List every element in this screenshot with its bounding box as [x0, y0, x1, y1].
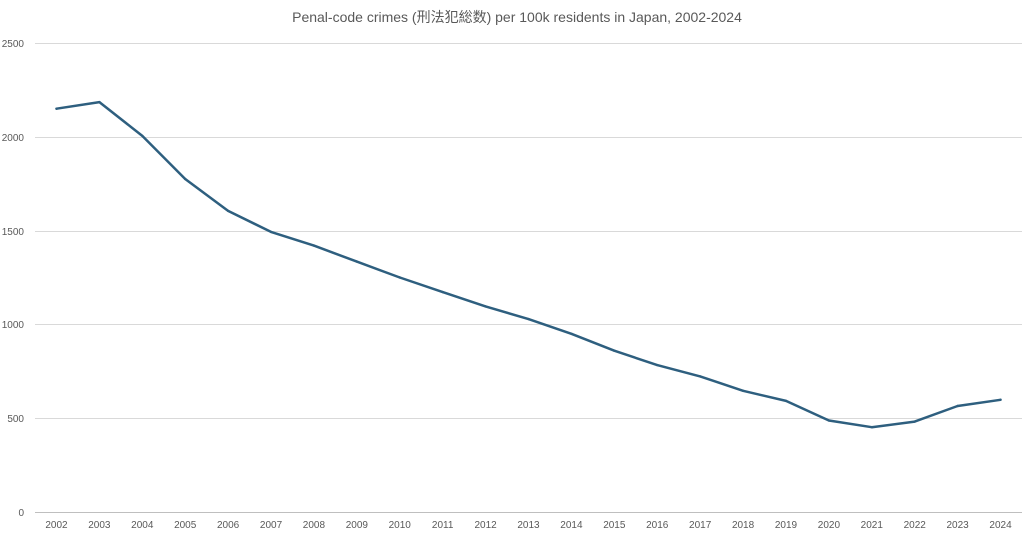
- series-line: [55, 100, 1002, 429]
- x-tick-label: 2023: [947, 520, 970, 531]
- x-tick-label: 2024: [989, 520, 1012, 531]
- data-point: [184, 177, 187, 181]
- x-tick-label: 2019: [775, 520, 798, 531]
- chart-title: Penal-code crimes (刑法犯総数) per 100k resid…: [292, 9, 742, 25]
- data-point: [784, 399, 788, 403]
- data-point: [741, 389, 745, 392]
- data-point: [312, 244, 316, 247]
- x-tick-label: 2022: [904, 520, 927, 531]
- x-tick-label: 2010: [389, 520, 412, 531]
- data-point: [441, 290, 444, 294]
- data-point: [570, 332, 573, 335]
- x-tick-label: 2016: [646, 520, 669, 531]
- data-point: [999, 398, 1002, 401]
- data-point: [55, 107, 58, 110]
- x-tick-label: 2004: [131, 520, 154, 531]
- data-point: [141, 134, 144, 138]
- data-point: [956, 404, 959, 408]
- data-point: [355, 260, 358, 263]
- x-tick-label: 2007: [260, 520, 283, 531]
- data-point: [613, 349, 616, 352]
- x-tick-label: 2015: [603, 520, 626, 531]
- data-point: [870, 426, 873, 429]
- data-point: [827, 419, 831, 422]
- data-point: [484, 305, 487, 308]
- x-tick-label: 2008: [303, 520, 326, 531]
- y-tick-label: 0: [18, 508, 24, 519]
- x-axis: 2002 2003 2004 2005 2006 2007 2008 2009 2010 2011…: [35, 512, 1022, 531]
- x-tick-label: 2009: [346, 520, 369, 531]
- y-tick-label: 500: [7, 414, 24, 425]
- series-layer: [55, 100, 1002, 429]
- data-point: [398, 276, 401, 279]
- data-point: [269, 230, 273, 234]
- data-point: [98, 100, 101, 104]
- x-tick-label: 2018: [732, 520, 755, 531]
- data-point: [527, 317, 530, 321]
- x-tick-label: 2003: [88, 520, 111, 531]
- x-tick-label: 2006: [217, 520, 240, 531]
- y-tick-label: 2000: [2, 133, 25, 144]
- x-tick-label: 2017: [689, 520, 712, 531]
- x-tick-label: 2012: [474, 520, 497, 531]
- x-tick-label: 2014: [560, 520, 583, 531]
- x-tick-label: 2020: [818, 520, 841, 531]
- gridlines: [35, 43, 1022, 419]
- data-point: [656, 363, 659, 367]
- data-point: [699, 375, 702, 378]
- data-point: [226, 209, 230, 213]
- y-tick-label: 1000: [2, 320, 25, 331]
- data-point: [913, 420, 916, 423]
- x-tick-label: 2013: [517, 520, 540, 531]
- y-tick-label: 1500: [2, 227, 25, 238]
- y-axis: 0 500 1000 1500 2000 2500: [2, 39, 25, 519]
- y-tick-label: 2500: [2, 39, 25, 50]
- x-tick-label: 2021: [861, 520, 884, 531]
- x-tick-label: 2005: [174, 520, 197, 531]
- x-tick-label: 2002: [45, 520, 68, 531]
- x-tick-label: 2011: [432, 520, 454, 531]
